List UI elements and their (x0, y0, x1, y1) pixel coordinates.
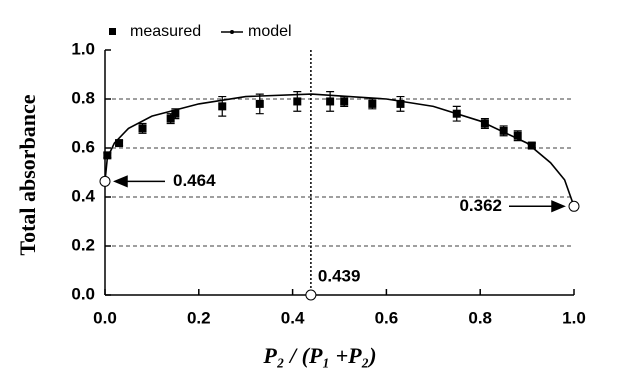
y-tick-label: 0.4 (71, 186, 95, 205)
y-axis-title: Total absorbance (15, 94, 40, 255)
annotation-label: 0.439 (318, 266, 361, 285)
measured-point (452, 109, 461, 118)
measured-point (138, 124, 147, 133)
x-tick-label: 0.0 (93, 308, 117, 327)
x-tick-label: 0.4 (281, 308, 305, 327)
annotation-arrow (113, 175, 165, 188)
measured-point (115, 139, 124, 148)
y-tick-label: 1.0 (71, 39, 95, 58)
y-tick-label: 0.0 (71, 284, 95, 303)
measured-point (255, 99, 264, 108)
measured-point (171, 109, 180, 118)
measured-point (103, 151, 112, 160)
x-axis-title: P₂ / (P₁ +P₂) (262, 343, 376, 368)
marker-point (99, 175, 111, 187)
marker-point (568, 200, 580, 212)
measured-point (499, 126, 508, 135)
measured-point (166, 114, 175, 123)
measured-point (326, 97, 335, 106)
y-tick-label: 0.2 (71, 235, 95, 254)
legend-label: model (248, 23, 292, 40)
x-tick-label: 0.8 (468, 308, 492, 327)
measured-point (527, 141, 536, 150)
legend-marker (109, 28, 116, 35)
x-tick-label: 1.0 (562, 308, 586, 327)
measured-point (293, 97, 302, 106)
measured-point (480, 119, 489, 128)
y-tick-label: 0.6 (71, 137, 95, 156)
marker-point (305, 289, 317, 301)
annotation-arrow (509, 200, 566, 213)
x-tick-label: 0.6 (375, 308, 399, 327)
measured-point (340, 97, 349, 106)
measured-point (396, 99, 405, 108)
annotation-label: 0.362 (459, 196, 502, 215)
x-tick-label: 0.2 (187, 308, 211, 327)
measured-point (218, 102, 227, 111)
legend-dot (230, 30, 234, 34)
legend-label: measured (130, 23, 201, 40)
annotation-label: 0.464 (173, 171, 216, 190)
y-tick-label: 0.8 (71, 88, 95, 107)
measured-point (368, 99, 377, 108)
measured-point (513, 131, 522, 140)
